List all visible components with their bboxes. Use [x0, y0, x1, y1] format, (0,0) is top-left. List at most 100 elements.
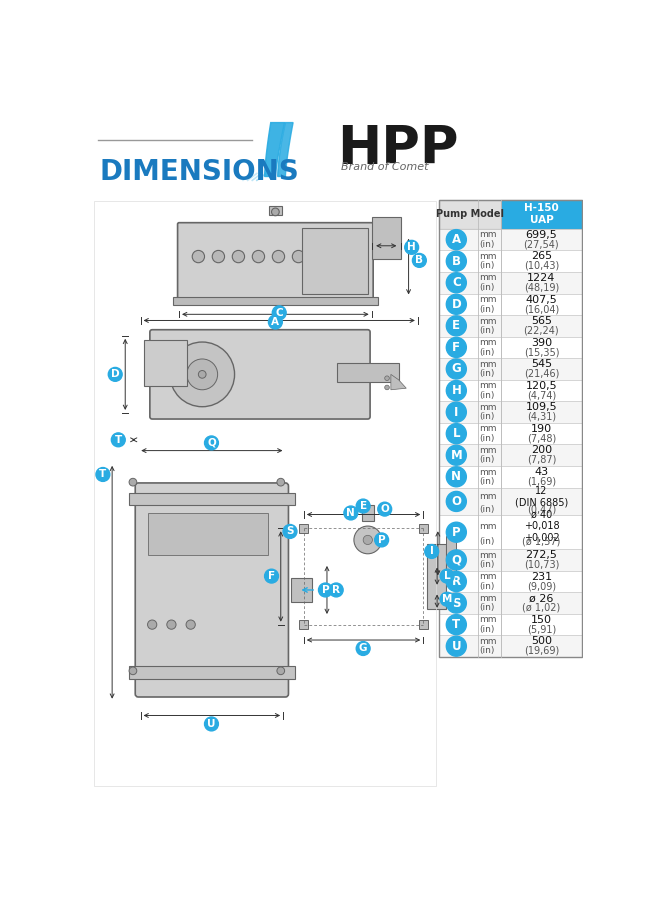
Text: (in): (in)	[480, 560, 495, 569]
Circle shape	[205, 436, 218, 450]
Text: mm: mm	[480, 637, 497, 646]
Bar	[501, 380, 582, 401]
Text: O: O	[451, 495, 462, 508]
Text: I: I	[454, 406, 458, 419]
Text: mm: mm	[480, 615, 497, 624]
Polygon shape	[278, 122, 293, 177]
Text: DIMENSIONS: DIMENSIONS	[100, 158, 300, 186]
Text: D: D	[452, 298, 461, 311]
Text: mm: mm	[480, 551, 497, 560]
Bar	[439, 516, 501, 549]
Text: 190: 190	[531, 424, 552, 434]
Text: 500: 500	[531, 636, 552, 647]
Circle shape	[265, 569, 278, 583]
Circle shape	[405, 240, 419, 255]
Bar	[372, 217, 401, 259]
Text: (7,48): (7,48)	[526, 433, 556, 443]
Text: (27,54): (27,54)	[524, 239, 559, 249]
Bar	[291, 578, 313, 602]
Bar	[439, 315, 501, 337]
Text: mm: mm	[480, 573, 497, 582]
Text: G: G	[359, 643, 367, 653]
Bar	[269, 206, 281, 215]
Circle shape	[186, 620, 195, 630]
Circle shape	[192, 250, 205, 263]
Circle shape	[330, 583, 343, 597]
Bar	[173, 297, 378, 305]
Circle shape	[447, 593, 466, 613]
Bar	[439, 466, 501, 487]
Text: (19,69): (19,69)	[524, 646, 559, 656]
Text: mm: mm	[480, 424, 497, 433]
Circle shape	[318, 583, 332, 597]
Text: O: O	[380, 504, 389, 514]
Text: C: C	[452, 276, 461, 289]
Text: (5,91): (5,91)	[526, 624, 556, 634]
Circle shape	[111, 433, 125, 447]
Circle shape	[109, 368, 122, 381]
Bar	[501, 466, 582, 487]
Text: H: H	[451, 384, 462, 397]
Text: (in): (in)	[480, 370, 495, 378]
Circle shape	[447, 381, 466, 400]
Circle shape	[447, 614, 466, 634]
Bar	[439, 423, 501, 445]
Bar	[501, 571, 582, 593]
Circle shape	[198, 371, 206, 378]
Circle shape	[447, 316, 466, 336]
Circle shape	[447, 491, 466, 511]
Text: E: E	[359, 501, 367, 511]
Circle shape	[272, 208, 280, 216]
Bar	[427, 544, 447, 609]
Circle shape	[447, 636, 466, 656]
Text: N: N	[451, 470, 462, 483]
Bar	[447, 536, 456, 574]
Text: L: L	[444, 571, 450, 581]
Text: Q: Q	[451, 554, 462, 566]
Text: mm: mm	[480, 360, 497, 369]
Circle shape	[268, 315, 282, 329]
Circle shape	[424, 545, 439, 558]
Circle shape	[354, 526, 382, 554]
Text: B: B	[415, 255, 423, 265]
Text: mm: mm	[480, 467, 497, 477]
Text: mm: mm	[480, 230, 497, 239]
Text: (in): (in)	[480, 348, 495, 357]
Text: E: E	[452, 319, 460, 333]
Text: R: R	[332, 585, 340, 595]
Bar	[501, 487, 582, 516]
Text: (10,43): (10,43)	[524, 261, 559, 271]
Text: (ø 1,02): (ø 1,02)	[523, 602, 560, 612]
Circle shape	[356, 499, 370, 513]
Text: 231: 231	[531, 572, 552, 582]
Text: (in): (in)	[480, 505, 495, 514]
Text: H-150
UAP: H-150 UAP	[524, 204, 559, 225]
Bar	[299, 620, 309, 630]
Bar	[501, 337, 582, 358]
Circle shape	[96, 467, 110, 481]
Bar	[439, 199, 582, 657]
Circle shape	[447, 251, 466, 271]
Bar	[501, 358, 582, 380]
Text: S: S	[452, 596, 461, 610]
Circle shape	[363, 535, 372, 545]
Text: F: F	[452, 341, 460, 354]
Text: 12
(DIN 6885): 12 (DIN 6885)	[515, 486, 568, 507]
Text: mm: mm	[480, 274, 497, 283]
Text: mm: mm	[480, 295, 497, 304]
Text: (in): (in)	[480, 412, 495, 421]
Text: 265: 265	[531, 252, 552, 262]
Text: 545: 545	[531, 360, 552, 370]
Text: T: T	[114, 435, 122, 445]
Text: HPP: HPP	[337, 122, 458, 175]
Text: (in): (in)	[480, 582, 495, 591]
Bar	[361, 506, 374, 521]
Bar	[302, 228, 368, 294]
Text: (4,74): (4,74)	[526, 390, 556, 400]
Bar	[439, 593, 501, 614]
Text: (in): (in)	[480, 646, 495, 655]
Text: ø 26: ø 26	[529, 593, 554, 603]
Text: (in): (in)	[480, 456, 495, 465]
Circle shape	[344, 506, 358, 520]
Text: (in): (in)	[480, 603, 495, 612]
